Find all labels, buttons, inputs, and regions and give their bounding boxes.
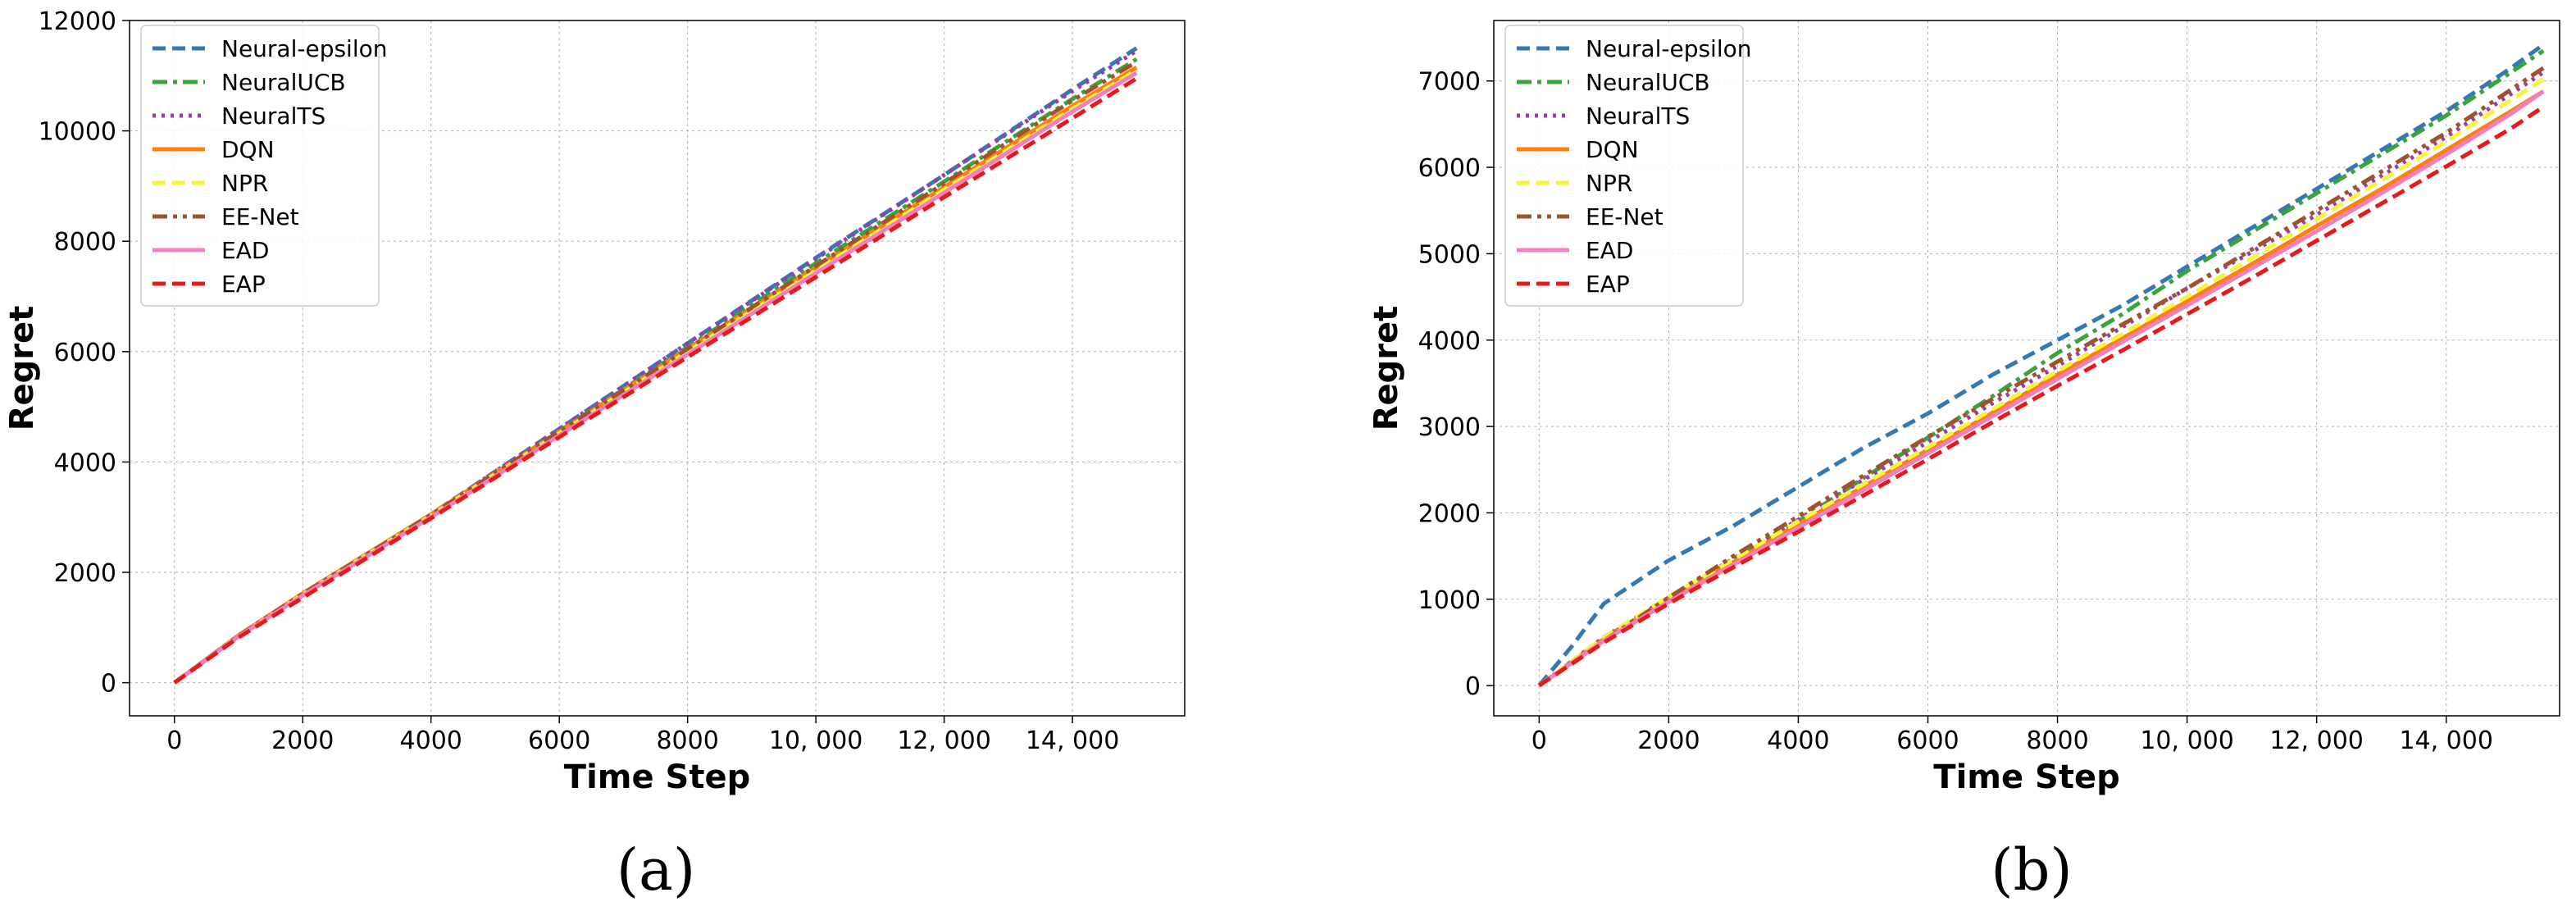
y-tick-label: 6000 — [1418, 154, 1481, 183]
legend-label: EE-Net — [221, 203, 299, 230]
legend-label: EAP — [221, 271, 266, 298]
legend-label: Neural-epsilon — [221, 35, 388, 62]
y-tick-label: 4000 — [1418, 327, 1481, 356]
figure-caption: (a) — [617, 836, 695, 904]
y-tick-label: 2000 — [54, 559, 116, 588]
y-tick-label: 10000 — [39, 118, 116, 147]
series-line-ee-net — [1537, 66, 2545, 688]
y-tick-label: 6000 — [54, 339, 116, 367]
y-tick-label: 0 — [101, 670, 116, 699]
chart-panel-a: 0 2000 4000 6000 8000 10, 000 12, 000 14, 000 0 2… — [3, 7, 1186, 904]
axes-frame — [129, 20, 1186, 717]
legend-label: NeuralTS — [221, 102, 325, 130]
x-axis-label: Time Step — [564, 758, 750, 796]
x-tick-label: 6000 — [528, 726, 590, 755]
x-tick-label: 6000 — [1896, 726, 1959, 755]
x-tick-label: 8000 — [2026, 726, 2088, 755]
legend-label: EAD — [1586, 237, 1633, 264]
legend-box — [1504, 25, 1744, 307]
x-tick-label: 12, 000 — [897, 726, 991, 755]
y-tick-label: 8000 — [54, 228, 116, 257]
legend-label: DQN — [1586, 136, 1639, 163]
series-line-dqn — [1537, 89, 2545, 688]
series-line-neural-epsilon — [173, 46, 1138, 685]
series-line-eap — [173, 76, 1138, 685]
x-tick-label: 14, 000 — [1026, 726, 1120, 755]
x-tick-label: 2000 — [271, 726, 334, 755]
y-tick-label: 4000 — [54, 449, 116, 477]
legend-label: EAD — [221, 237, 269, 264]
series-group — [1537, 43, 2545, 688]
y-tick-label: 0 — [1465, 672, 1481, 701]
y-tick-label: 1000 — [1418, 586, 1481, 615]
x-tick-label: 0 — [166, 726, 182, 755]
y-tick-label: 7000 — [1418, 68, 1481, 97]
legend: Neural-epsilon NeuralUCB NeuralTS DQN NPR EE-… — [140, 25, 388, 307]
series-line-ee-net — [173, 60, 1138, 685]
legend-label: NeuralUCB — [221, 69, 346, 96]
series-line-neural-epsilon — [1537, 43, 2545, 687]
series-group — [173, 46, 1138, 685]
figure-caption: (b) — [1991, 836, 2072, 904]
legend-label: DQN — [221, 136, 275, 163]
y-axis-label: Regret — [1368, 306, 1405, 431]
chart-panel-b: 0 2000 4000 6000 8000 10, 000 12, 000 14, 000 0 1… — [1368, 20, 2560, 904]
x-tick-label: 10, 000 — [2140, 726, 2234, 755]
legend-label: NeuralTS — [1586, 102, 1690, 130]
y-tick-label: 3000 — [1418, 413, 1481, 442]
legend-label: NPR — [221, 170, 268, 197]
y-tick-label: 2000 — [1418, 499, 1481, 528]
axes-frame — [1493, 20, 2560, 717]
x-tick-label: 14, 000 — [2399, 726, 2493, 755]
x-tick-label: 4000 — [400, 726, 462, 755]
x-tick-label: 12, 000 — [2269, 726, 2364, 755]
x-axis-label: Time Step — [1933, 758, 2119, 796]
x-tick-label: 8000 — [656, 726, 718, 755]
x-tick-label: 10, 000 — [769, 726, 863, 755]
series-line-neuralts — [1537, 71, 2545, 688]
legend: Neural-epsilon NeuralUCB NeuralTS DQN NPR EE-… — [1504, 25, 1752, 307]
y-axis-label: Regret — [3, 306, 41, 431]
y-tick-label: 5000 — [1418, 240, 1481, 269]
legend-label: NeuralUCB — [1586, 69, 1710, 96]
series-line-eap — [1537, 105, 2545, 688]
legend-label: EAP — [1586, 271, 1630, 298]
legend-label: Neural-epsilon — [1586, 35, 1752, 62]
legend-label: NPR — [1586, 170, 1632, 197]
legend-label: EE-Net — [1586, 203, 1663, 230]
legend-box — [140, 25, 380, 307]
x-tick-label: 0 — [1531, 726, 1547, 755]
x-tick-label: 2000 — [1637, 726, 1700, 755]
x-tick-label: 4000 — [1767, 726, 1829, 755]
y-tick-label: 12000 — [39, 7, 116, 36]
